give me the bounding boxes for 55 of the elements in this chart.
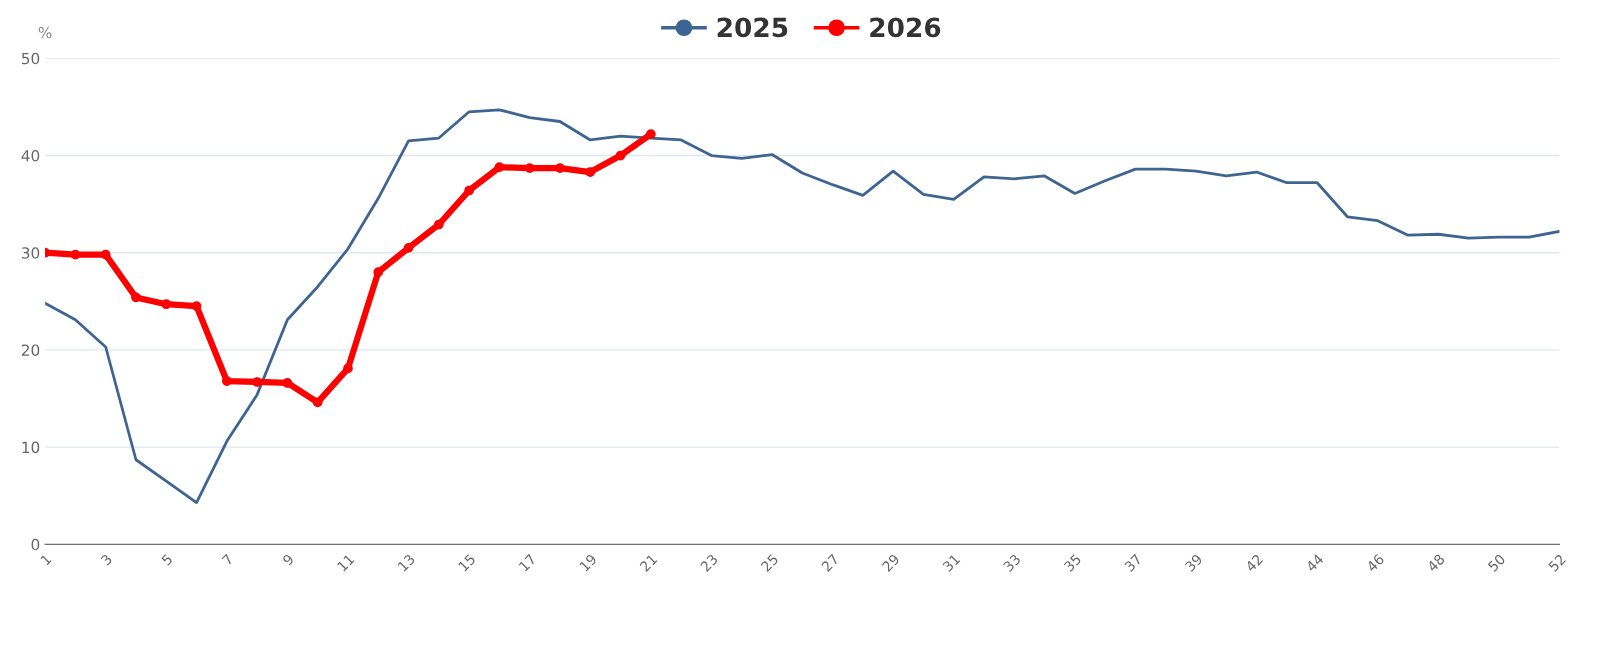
x-tick-label: 21 <box>639 553 658 572</box>
point <box>403 242 414 253</box>
point <box>343 363 353 374</box>
point <box>282 378 293 388</box>
x-tick-label: 3 <box>100 553 113 566</box>
x-tick-label: 35 <box>1063 553 1082 572</box>
point <box>161 299 172 310</box>
x-tick-label: 13 <box>397 553 416 572</box>
x-tick-label: 27 <box>820 553 840 572</box>
x-tick-label: 50 <box>1487 553 1506 572</box>
x-tick-label: 1 <box>40 553 52 566</box>
x-tick-label: 19 <box>579 553 598 572</box>
x-tick-label: 5 <box>161 553 173 566</box>
line-series <box>45 108 1560 504</box>
x-tick-label: 17 <box>518 553 537 572</box>
point <box>252 377 262 387</box>
x-tick-label: 25 <box>760 553 779 573</box>
x-tick-label: 15 <box>458 553 476 572</box>
x-tick-label: 48 <box>1426 553 1446 573</box>
x-tick-label: 11 <box>336 553 355 572</box>
point <box>433 219 444 230</box>
legend-label: 2026 <box>870 17 941 38</box>
y-tick-label: 20 <box>21 344 40 356</box>
point <box>100 249 111 260</box>
y-tick-label: 10 <box>22 441 40 454</box>
y-axis-title: % <box>38 26 52 39</box>
point <box>373 267 384 278</box>
point <box>191 301 202 312</box>
x-tick-label: 23 <box>699 553 719 573</box>
x-tick-label: 9 <box>281 553 295 566</box>
point <box>131 292 141 303</box>
point <box>645 129 656 139</box>
y-tick-label: 30 <box>21 247 40 259</box>
x-tick-label: 33 <box>1002 553 1022 572</box>
point <box>312 397 323 408</box>
point <box>221 376 232 386</box>
y-tick-label: 50 <box>21 52 40 65</box>
point <box>464 185 474 196</box>
legend-label: 2025 <box>717 17 788 38</box>
point <box>555 163 565 174</box>
x-tick-label: 37 <box>1123 553 1143 572</box>
x-tick-label: 42 <box>1244 553 1264 573</box>
x-tick-label: 29 <box>881 553 901 573</box>
x-tick-label: 39 <box>1184 553 1203 572</box>
point <box>494 162 505 173</box>
x-tick-label: 52 <box>1547 553 1567 572</box>
point <box>70 249 81 260</box>
point <box>585 167 596 177</box>
x-tick-label: 31 <box>942 553 961 572</box>
point <box>615 150 626 161</box>
x-tick-label: 44 <box>1305 553 1325 573</box>
y-tick-label: 40 <box>21 149 40 162</box>
x-tick-label: 7 <box>221 553 234 566</box>
x-tick-label: 46 <box>1365 553 1385 573</box>
y-tick-label: 0 <box>31 538 40 551</box>
